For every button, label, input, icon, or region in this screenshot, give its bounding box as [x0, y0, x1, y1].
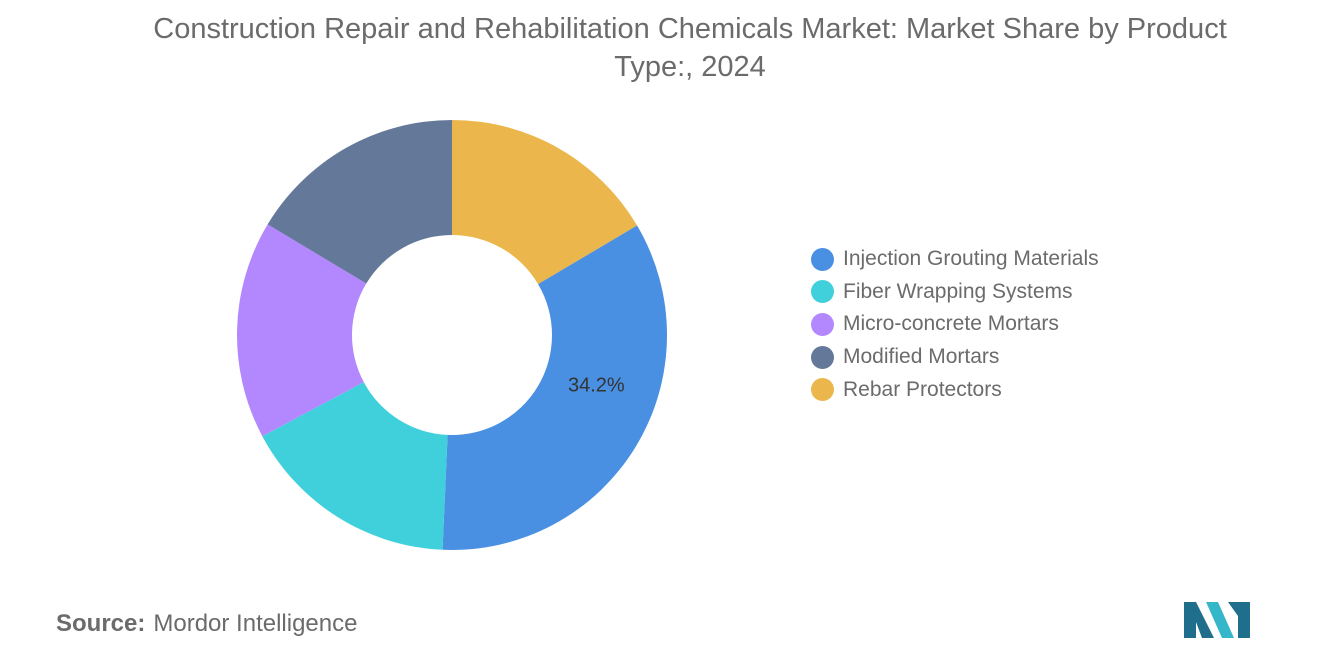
legend-item: Modified Mortars: [811, 341, 1099, 374]
legend-swatch: [811, 280, 834, 304]
legend-label: Rebar Protectors: [843, 377, 1002, 401]
legend-item: Micro-concrete Mortars: [811, 308, 1099, 341]
legend-label: Modified Mortars: [843, 345, 1000, 369]
source-label: Source:: [56, 610, 146, 637]
logo-left-stroke: [1184, 602, 1214, 638]
legend-label: Injection Grouting Materials: [843, 247, 1099, 271]
legend: Injection Grouting Materials Fiber Wrappi…: [811, 243, 1099, 406]
data-label-injection-grouting-materials: 34.2%: [568, 375, 625, 397]
legend-label: Fiber Wrapping Systems: [843, 279, 1073, 303]
legend-swatch: [811, 345, 834, 369]
logo-right-stroke: [1228, 602, 1250, 638]
donut-slice-modified-mortars: [267, 120, 452, 284]
logo-middle-stroke: [1206, 602, 1234, 638]
legend-item: Rebar Protectors: [811, 373, 1099, 406]
source-note: Source: Mordor Intelligence: [56, 610, 357, 638]
source-text: Mordor Intelligence: [153, 610, 358, 637]
donut-slice-rebar-protectors: [452, 120, 638, 285]
legend-swatch: [811, 247, 834, 271]
legend-item: Fiber Wrapping Systems: [811, 276, 1099, 309]
donut-slice-injection-grouting-materials: [442, 225, 667, 550]
mordor-intelligence-logo-icon: [1184, 602, 1250, 638]
legend-swatch: [811, 378, 834, 402]
legend-label: Micro-concrete Mortars: [843, 312, 1059, 336]
legend-swatch: [811, 312, 834, 336]
donut-slice-fiber-wrapping-systems: [262, 382, 448, 550]
legend-item: Injection Grouting Materials: [811, 243, 1099, 276]
chart-title: Construction Repair and Rehabilitation C…: [153, 13, 1227, 83]
donut-slice-micro-concrete-mortars: [237, 224, 367, 437]
